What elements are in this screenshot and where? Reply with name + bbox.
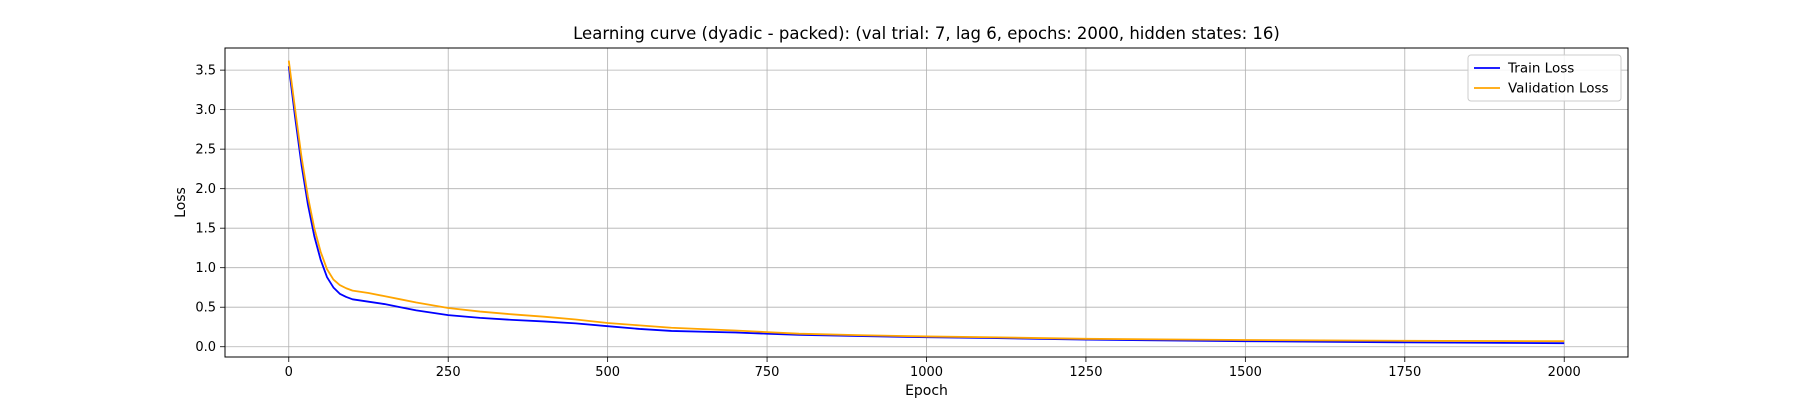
x-tick-label: 500 bbox=[595, 365, 620, 380]
legend-box bbox=[1467, 54, 1622, 102]
x-tick-label: 1000 bbox=[910, 365, 943, 380]
y-tick-label: 2.0 bbox=[195, 182, 216, 197]
series-line-1 bbox=[287, 60, 1565, 343]
x-tick-label: 250 bbox=[436, 365, 461, 380]
x-tick-label: 2000 bbox=[1548, 365, 1581, 380]
y-tick-label: 3.0 bbox=[195, 103, 216, 118]
grid bbox=[225, 48, 1628, 357]
x-tick-label: 0 bbox=[285, 365, 293, 380]
x-tick-label: 750 bbox=[755, 365, 780, 380]
legend: Train Loss Validation Loss bbox=[1467, 54, 1622, 102]
y-tick-label: 3.5 bbox=[195, 64, 216, 79]
chart-title: Learning curve (dyadic - packed): (val t… bbox=[573, 24, 1280, 43]
series-layer bbox=[287, 60, 1565, 345]
legend-entry-0: Train Loss bbox=[1507, 61, 1574, 77]
ticks: 0 250 500 750 1000 1250 1500 1750 2000 0.0 0.5 1.0 1… bbox=[195, 64, 1580, 380]
x-tick-label: 1500 bbox=[1229, 365, 1262, 380]
y-tick-label: 0.0 bbox=[195, 340, 216, 355]
legend-entry-1: Validation Loss bbox=[1508, 81, 1609, 97]
y-tick-label: 1.0 bbox=[195, 261, 216, 276]
x-tick-label: 1750 bbox=[1388, 365, 1421, 380]
y-tick-label: 0.5 bbox=[195, 301, 216, 316]
x-axis-label: Epoch bbox=[905, 383, 948, 399]
y-axis-label: Loss bbox=[173, 187, 189, 218]
x-tick-label: 1250 bbox=[1069, 365, 1102, 380]
y-tick-label: 1.5 bbox=[195, 222, 216, 237]
y-tick-label: 2.5 bbox=[195, 143, 216, 158]
